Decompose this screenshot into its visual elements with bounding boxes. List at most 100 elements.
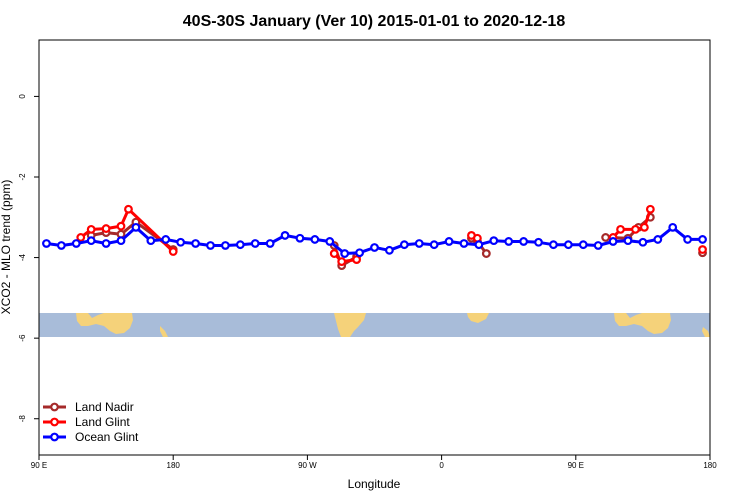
data-point-ocean-glint [429, 240, 439, 250]
legend-marker [50, 432, 59, 442]
data-point-ocean-glint [489, 236, 499, 246]
legend-item-ocean-glint: Ocean Glint [43, 430, 139, 444]
data-point-ocean-glint [176, 237, 186, 247]
data-point-ocean-glint [399, 240, 409, 250]
legend-label: Land Glint [75, 415, 130, 429]
data-point-ocean-glint [86, 236, 96, 246]
data-point-ocean-glint [668, 222, 678, 232]
data-point-land-glint [116, 221, 126, 231]
data-point-ocean-glint [42, 239, 51, 248]
data-point-ocean-glint [683, 235, 693, 244]
chart-title: 40S-30S January (Ver 10) 2015-01-01 to 2… [183, 13, 566, 30]
data-point-ocean-glint [459, 239, 469, 248]
data-point-land-glint [631, 224, 640, 234]
y-tick-label: -2 [18, 173, 27, 181]
data-point-ocean-glint [444, 237, 454, 246]
x-axis-label: Longitude [348, 477, 401, 491]
data-point-ocean-glint [295, 233, 305, 243]
y-axis-label: XCO2 - MLO trend (ppm) [0, 180, 13, 315]
data-point-ocean-glint [116, 236, 126, 246]
land-patch-australia-2 [614, 313, 671, 334]
series-ocean-glint [42, 222, 707, 258]
land-patch-south-america [334, 313, 366, 337]
land-patch-nz-1 [160, 326, 168, 337]
data-point-land-glint [86, 224, 96, 234]
data-point-ocean-glint [131, 222, 141, 232]
x-tick-label: 0 [439, 461, 444, 470]
data-point-ocean-glint [563, 240, 573, 250]
data-point-ocean-glint [191, 239, 200, 248]
data-point-ocean-glint [593, 241, 603, 250]
data-point-ocean-glint [534, 237, 543, 247]
data-point-ocean-glint [355, 248, 364, 258]
legend-marker [50, 417, 59, 427]
y-axis-ticks: 0 -2 -4 -6 -8 [18, 94, 39, 423]
data-point-ocean-glint [638, 237, 648, 247]
legend-label: Ocean Glint [75, 430, 139, 444]
data-point-ocean-glint [504, 237, 514, 246]
data-point-ocean-glint [653, 235, 663, 244]
ocean-band [39, 313, 710, 337]
data-point-land-glint [639, 222, 649, 232]
legend-marker [50, 402, 59, 412]
data-point-ocean-glint [340, 249, 350, 258]
plot-frame [38, 39, 711, 456]
data-point-ocean-glint [206, 241, 215, 250]
y-tick-label: -8 [18, 415, 27, 423]
data-point-ocean-glint [578, 240, 588, 250]
data-point-land-glint [124, 204, 133, 214]
data-point-ocean-glint [370, 243, 379, 252]
data-point-land-glint [616, 224, 625, 234]
series-land-glint [76, 204, 707, 267]
data-point-ocean-glint [623, 236, 633, 246]
data-point-ocean-glint [161, 235, 171, 244]
land-patch-africa [467, 313, 489, 323]
data-point-ocean-glint [235, 240, 245, 250]
map-strip [39, 313, 710, 337]
data-point-land-glint [698, 245, 707, 254]
data-point-ocean-glint [549, 240, 558, 250]
data-point-land-glint [101, 224, 111, 233]
data-point-ocean-glint [71, 239, 81, 248]
data-point-land-glint [168, 247, 178, 256]
data-point-land-glint [645, 204, 655, 214]
data-point-land-glint [329, 249, 339, 258]
data-point-ocean-glint [265, 239, 275, 248]
data-point-land-nadir [601, 233, 611, 242]
data-point-ocean-glint [698, 235, 707, 244]
x-axis-ticks: 90 E 180 90 W 0 90 E 180 [31, 455, 717, 470]
data-point-land-glint [337, 257, 347, 267]
legend-item-land-nadir: Land Nadir [43, 400, 134, 414]
x-tick-label: 90 E [568, 461, 584, 470]
series-layer [42, 204, 707, 271]
data-point-land-glint [76, 233, 86, 242]
data-point-land-glint [352, 255, 362, 264]
data-point-ocean-glint [220, 241, 230, 250]
data-point-ocean-glint [101, 239, 111, 248]
y-tick-label: -6 [18, 334, 27, 342]
x-tick-label: 90 E [31, 461, 47, 470]
data-point-ocean-glint [474, 240, 484, 250]
legend-label: Land Nadir [75, 400, 134, 414]
x-tick-label: 90 W [298, 461, 317, 470]
legend-item-land-glint: Land Glint [43, 415, 130, 429]
land-patch-australia-1 [76, 313, 133, 334]
land-patch-nz-2 [702, 327, 710, 337]
x-tick-label: 180 [167, 461, 181, 470]
data-point-ocean-glint [608, 237, 618, 246]
x-tick-label: 180 [703, 461, 717, 470]
data-point-ocean-glint [519, 237, 529, 246]
data-point-ocean-glint [56, 241, 66, 250]
data-point-land-nadir [481, 249, 491, 258]
data-point-ocean-glint [385, 245, 394, 255]
data-point-ocean-glint [280, 231, 290, 240]
data-point-ocean-glint [250, 239, 260, 248]
data-point-ocean-glint [146, 236, 156, 246]
y-tick-label: 0 [18, 94, 27, 99]
data-point-ocean-glint [310, 235, 320, 244]
y-tick-label: -4 [18, 253, 27, 261]
data-point-ocean-glint [414, 239, 424, 248]
data-point-ocean-glint [325, 237, 335, 246]
